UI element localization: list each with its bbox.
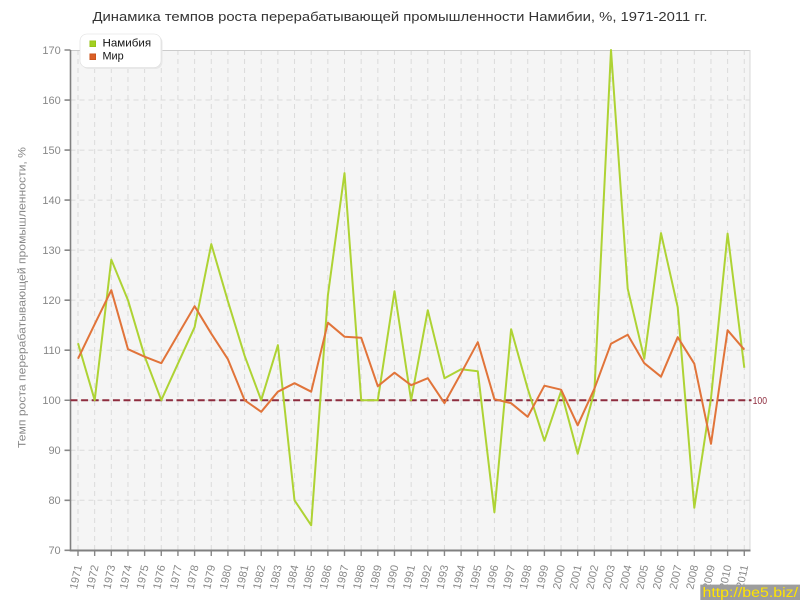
svg-text:120: 120 — [42, 295, 60, 307]
svg-text:2008: 2008 — [684, 564, 701, 590]
svg-text:2006: 2006 — [651, 564, 668, 590]
svg-text:1994: 1994 — [451, 564, 468, 590]
svg-text:1998: 1998 — [518, 564, 535, 590]
svg-text:1984: 1984 — [285, 564, 302, 590]
svg-text:1981: 1981 — [235, 564, 252, 590]
svg-text:2000: 2000 — [551, 564, 568, 590]
svg-text:150: 150 — [42, 145, 60, 157]
svg-text:110: 110 — [43, 345, 61, 357]
svg-text:1980: 1980 — [218, 564, 235, 590]
svg-text:1983: 1983 — [268, 564, 285, 590]
svg-text:1973: 1973 — [101, 564, 118, 590]
svg-text:80: 80 — [48, 495, 60, 507]
svg-text:2003: 2003 — [601, 564, 618, 590]
svg-text:2007: 2007 — [668, 564, 685, 590]
svg-text:1991: 1991 — [401, 564, 418, 590]
svg-text:1987: 1987 — [335, 564, 352, 590]
svg-text:2002: 2002 — [584, 564, 601, 590]
svg-text:170: 170 — [42, 45, 60, 57]
svg-text:1985: 1985 — [301, 564, 318, 590]
svg-text:1972: 1972 — [85, 564, 102, 590]
svg-text:140: 140 — [42, 195, 60, 207]
svg-text:2011: 2011 — [735, 564, 752, 590]
svg-text:Мир: Мир — [103, 50, 124, 62]
svg-text:Динамика темпов роста перераба: Динамика темпов роста перерабатывающей п… — [93, 9, 708, 24]
svg-text:160: 160 — [42, 95, 60, 107]
svg-text:1995: 1995 — [468, 564, 485, 590]
svg-text:1982: 1982 — [251, 564, 268, 590]
svg-text:90: 90 — [48, 445, 60, 457]
svg-text:1974: 1974 — [118, 564, 135, 590]
svg-text:1988: 1988 — [351, 564, 368, 590]
svg-text:2009: 2009 — [701, 564, 718, 590]
svg-text:2005: 2005 — [634, 564, 651, 590]
svg-text:1971: 1971 — [68, 564, 85, 590]
svg-text:100: 100 — [42, 395, 60, 407]
svg-text:1993: 1993 — [435, 564, 452, 590]
svg-text:130: 130 — [42, 245, 60, 257]
svg-text:1976: 1976 — [151, 564, 168, 590]
svg-text:1990: 1990 — [385, 564, 402, 590]
svg-text:2004: 2004 — [618, 564, 635, 590]
svg-text:1997: 1997 — [501, 564, 518, 590]
svg-text:Темп роста перерабатывающей пр: Темп роста перерабатывающей промышленнос… — [16, 147, 28, 448]
svg-text:1979: 1979 — [201, 564, 218, 590]
svg-text:100: 100 — [753, 396, 768, 407]
svg-text:1992: 1992 — [418, 564, 435, 590]
svg-text:2010: 2010 — [718, 564, 735, 590]
svg-text:1977: 1977 — [168, 564, 185, 590]
svg-text:1996: 1996 — [485, 564, 502, 590]
svg-text:1978: 1978 — [185, 564, 202, 590]
svg-text:1999: 1999 — [535, 564, 552, 590]
svg-text:1989: 1989 — [368, 564, 385, 590]
svg-text:http://be5.biz/: http://be5.biz/ — [703, 585, 799, 600]
svg-text:Намибия: Намибия — [103, 37, 152, 49]
svg-text:1975: 1975 — [135, 564, 152, 590]
svg-text:2001: 2001 — [568, 564, 585, 590]
svg-text:70: 70 — [48, 545, 60, 557]
svg-text:1986: 1986 — [318, 564, 335, 590]
